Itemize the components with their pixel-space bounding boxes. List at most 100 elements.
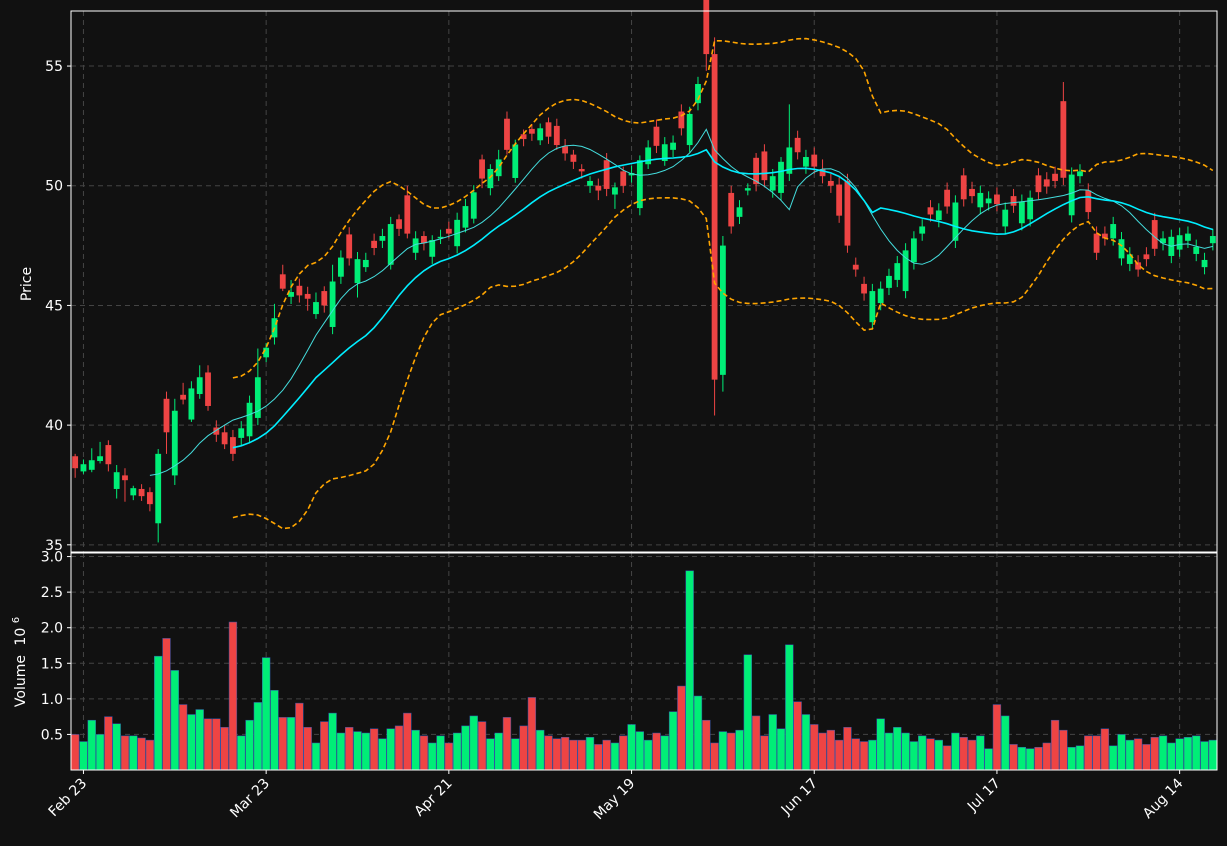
- volume-bar: [668, 711, 678, 771]
- volume-bar: [195, 709, 204, 771]
- candle-body: [861, 283, 867, 294]
- volume-tick-label: 2.5: [41, 585, 63, 601]
- volume-bar: [419, 735, 429, 771]
- volume-bar: [743, 654, 752, 771]
- candle-body: [80, 464, 87, 472]
- candle-body: [927, 207, 934, 215]
- volume-bar: [577, 739, 586, 771]
- bollinger-lower-line: [232, 196, 1213, 530]
- candle-body: [329, 281, 336, 327]
- volume-bar: [934, 739, 943, 771]
- volume-bar: [428, 742, 437, 771]
- candle-body: [321, 291, 328, 306]
- candle-body: [910, 238, 917, 263]
- candle-body: [520, 134, 527, 140]
- price-tick-label: 55: [45, 59, 63, 75]
- volume-bar: [594, 744, 603, 771]
- candle-body: [1018, 201, 1025, 224]
- volume-bar: [1067, 746, 1076, 771]
- candle-body: [337, 257, 344, 277]
- candle-body: [504, 118, 510, 150]
- volume-bar: [1183, 737, 1193, 771]
- candle-body: [296, 285, 303, 296]
- candle-body: [686, 113, 693, 146]
- volume-axis-label: Volume 10 6: [11, 617, 29, 707]
- candle-body: [512, 144, 519, 178]
- volume-bar: [560, 737, 570, 771]
- volume-bar: [1167, 742, 1176, 771]
- volume-bar: [1034, 746, 1043, 771]
- volume-bar: [959, 737, 968, 771]
- volume-bar: [511, 738, 520, 771]
- candle-body: [670, 142, 676, 150]
- volume-bar: [1117, 734, 1126, 771]
- price-series: [72, 0, 1216, 543]
- candle-body: [97, 456, 103, 462]
- volume-bar: [893, 727, 902, 771]
- volume-tick-label: 3.0: [41, 550, 63, 566]
- candle-body: [736, 207, 743, 217]
- volume-bar: [810, 724, 819, 771]
- candle-body: [254, 377, 261, 418]
- volume-bar: [585, 737, 595, 771]
- candle-body: [1101, 233, 1108, 239]
- candle-body: [1060, 101, 1067, 178]
- volume-axis-label-power: 6: [11, 617, 22, 623]
- volume-bar: [486, 738, 495, 771]
- volume-bar: [436, 735, 445, 771]
- volume-bar: [178, 704, 188, 771]
- volume-bar: [1158, 735, 1168, 771]
- volume-bar: [394, 725, 404, 771]
- candle-body: [761, 151, 768, 181]
- candle-body: [711, 54, 718, 380]
- candle-body: [379, 236, 386, 241]
- volume-bar: [278, 717, 287, 771]
- candle-body: [1068, 174, 1075, 216]
- volume-bar: [976, 735, 985, 771]
- candle-body: [528, 128, 535, 134]
- volume-bar: [494, 732, 503, 771]
- candle-body: [778, 161, 784, 193]
- candle-body: [1085, 190, 1092, 213]
- volume-bar: [967, 739, 977, 771]
- volume-bar: [718, 731, 728, 771]
- volume-bar: [261, 657, 271, 771]
- candle-body: [661, 144, 668, 162]
- candle-body: [803, 157, 809, 167]
- volume-bar: [1017, 746, 1027, 771]
- candle-body: [603, 160, 610, 189]
- candle-body: [1093, 233, 1100, 253]
- candle-body: [205, 372, 211, 406]
- candle-body: [188, 388, 195, 420]
- volume-bar: [552, 738, 561, 771]
- candle-body: [88, 460, 95, 470]
- volume-bar: [469, 715, 478, 771]
- candle-body: [487, 168, 494, 189]
- candle-body: [537, 128, 544, 141]
- candle-body: [346, 234, 353, 259]
- volume-bar: [270, 690, 279, 771]
- candle-body: [695, 84, 701, 104]
- candle-body: [786, 147, 793, 174]
- volume-bar: [643, 739, 653, 771]
- candle-body: [678, 111, 685, 129]
- volume-bar: [1142, 744, 1151, 771]
- volume-bar: [702, 719, 711, 771]
- candle-body: [894, 263, 901, 280]
- candle-body: [553, 125, 560, 146]
- candle-body: [653, 126, 660, 146]
- candle-body: [105, 445, 112, 465]
- volume-bar: [876, 718, 885, 771]
- volume-bar: [345, 727, 354, 771]
- candle-body: [886, 275, 892, 288]
- candle-body: [354, 259, 361, 284]
- volume-bar: [544, 735, 553, 771]
- volume-bar: [776, 728, 786, 771]
- candle-body: [462, 206, 469, 228]
- volume-bar: [992, 704, 1002, 771]
- volume-bar: [1075, 745, 1085, 771]
- volume-tick-label: 2.0: [41, 621, 63, 637]
- candle-body: [1193, 246, 1200, 254]
